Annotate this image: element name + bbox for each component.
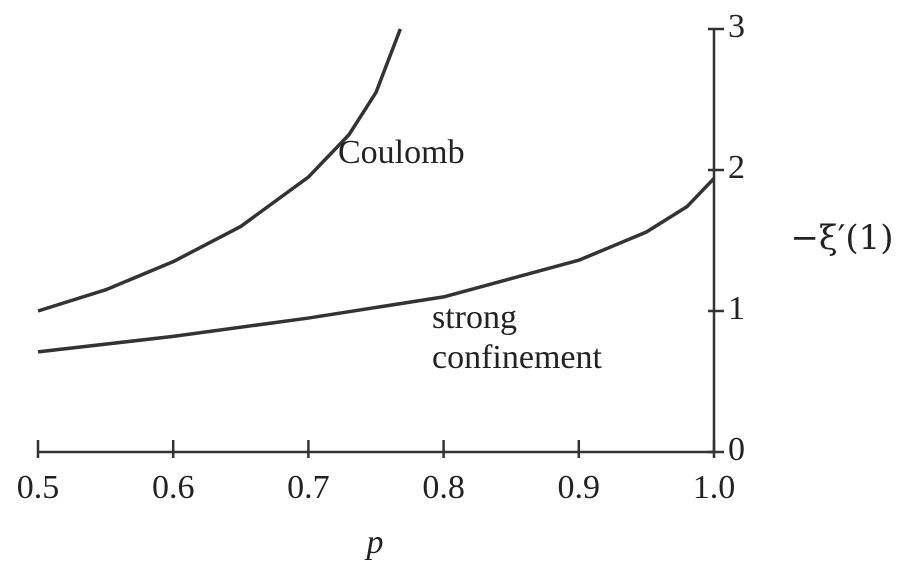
x-tick-label: 0.9: [558, 469, 601, 506]
line: [37, 28, 402, 313]
x-tick-label: 0.6: [152, 469, 195, 506]
y-tick-label: 1: [728, 290, 745, 327]
y-axis-label: −ξ′(1): [790, 218, 893, 258]
annotation: Coulomb: [338, 134, 465, 171]
line: [37, 177, 716, 354]
x-tick-label: 0.8: [422, 469, 465, 506]
x-tick-label: 0.7: [287, 469, 330, 506]
annotation: strong: [432, 299, 517, 336]
y-tick-label: 2: [728, 149, 745, 186]
x-tick-label: 1.0: [693, 469, 736, 506]
annotation: confinement: [432, 339, 602, 376]
y-tick-label: 3: [728, 8, 745, 45]
x-tick-label: 0.5: [17, 469, 60, 506]
x-axis-label: p: [365, 524, 384, 561]
y-tick-label: 0: [728, 431, 745, 468]
